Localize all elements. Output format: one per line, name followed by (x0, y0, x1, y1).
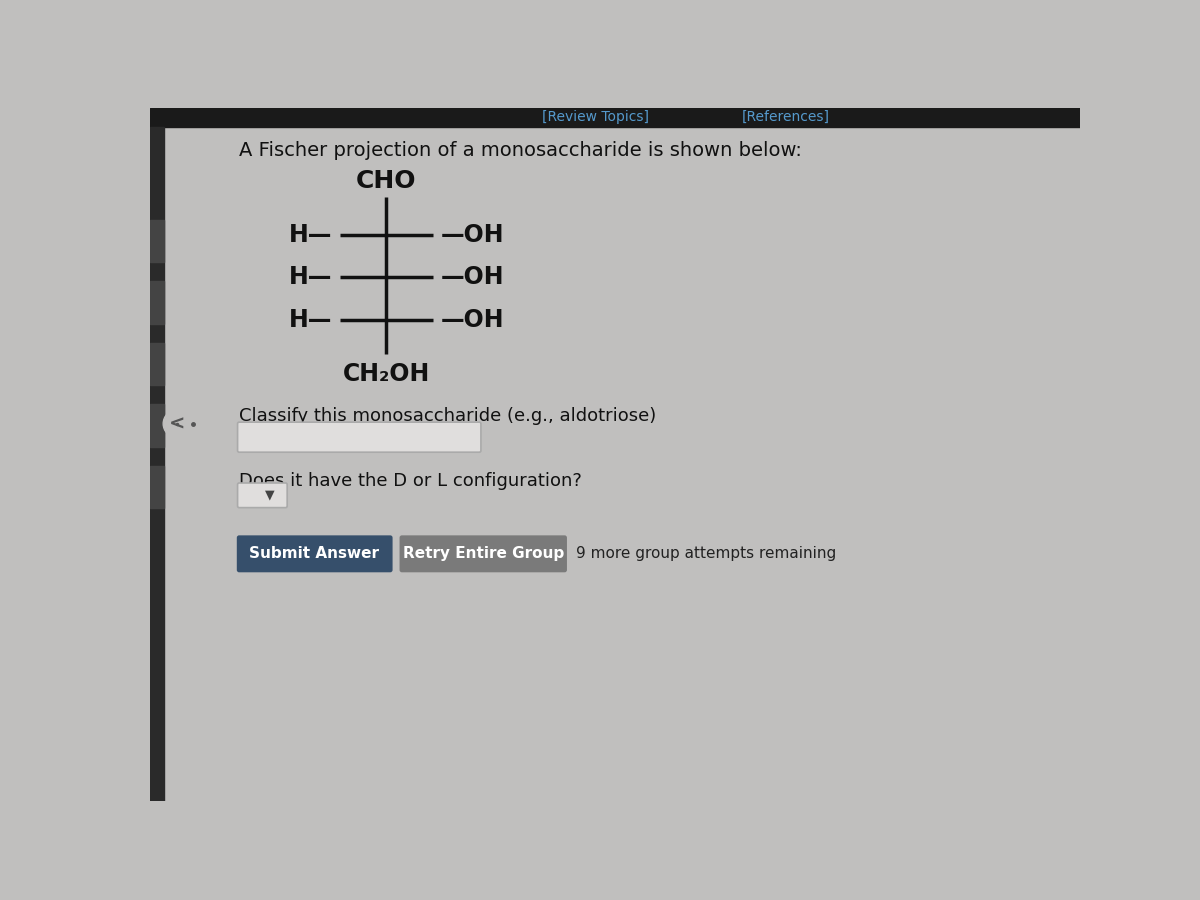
Text: H—: H— (289, 223, 332, 247)
Bar (150, 404, 164, 446)
FancyBboxPatch shape (238, 483, 287, 508)
Text: 9 more group attempts remaining: 9 more group attempts remaining (576, 546, 836, 562)
Bar (150, 127, 164, 801)
Text: —OH: —OH (440, 266, 504, 290)
Text: <: < (169, 414, 185, 433)
Text: [References]: [References] (742, 110, 829, 124)
Text: —OH: —OH (440, 308, 504, 332)
FancyBboxPatch shape (400, 536, 566, 572)
Bar (150, 343, 164, 385)
Text: CHO: CHO (356, 168, 416, 193)
Text: Does it have the D or L configuration?: Does it have the D or L configuration? (239, 472, 582, 490)
Bar (150, 281, 164, 324)
Text: A Fischer projection of a monosaccharide is shown below:: A Fischer projection of a monosaccharide… (239, 140, 802, 160)
FancyBboxPatch shape (238, 422, 481, 452)
Text: H—: H— (289, 308, 332, 332)
Text: —OH: —OH (440, 223, 504, 247)
Text: Retry Entire Group: Retry Entire Group (403, 546, 564, 562)
Text: CH₂OH: CH₂OH (343, 362, 430, 386)
Bar (150, 466, 164, 508)
Text: Classify this monosaccharide (e.g., aldotriose): Classify this monosaccharide (e.g., aldo… (239, 407, 656, 425)
Text: Submit Answer: Submit Answer (250, 546, 379, 562)
Bar (150, 220, 164, 262)
Text: H—: H— (289, 266, 332, 290)
Bar (150, 108, 1080, 127)
FancyBboxPatch shape (236, 536, 392, 572)
Text: [Review Topics]: [Review Topics] (542, 110, 649, 124)
Text: ▼: ▼ (265, 489, 275, 502)
Circle shape (163, 410, 191, 437)
